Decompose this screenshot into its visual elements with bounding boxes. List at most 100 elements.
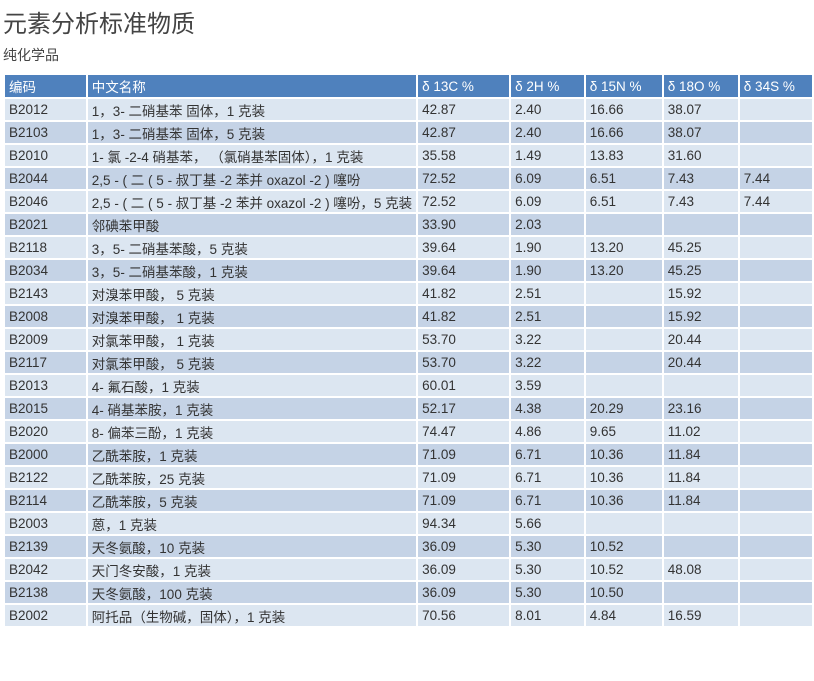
table-cell: 天冬氨酸，100 克装 [85,580,419,605]
table-cell [661,511,740,536]
standards-table: 编码 中文名称 δ 13C % δ 2H % δ 15N % δ 18O % δ 34S %… [3,73,814,628]
table-cell: 6.09 [509,166,586,191]
table-row: B2009 对氯苯甲酸， 1 克装 53.70 3.22 20.44 [3,327,814,352]
table-cell: 蒽，1 克装 [85,511,419,536]
table-cell: 39.64 [416,258,512,283]
table-cell: 39.64 [416,235,512,260]
table-row: B2122 乙酰苯胺，25 克装 71.09 6.71 10.36 11.84 [3,465,814,490]
table-cell: 72.52 [416,189,512,214]
table-header-row: 编码 中文名称 δ 13C % δ 2H % δ 15N % δ 18O % δ 34S % [3,73,814,99]
table-cell: 16.59 [661,603,740,628]
table-row: B2008 对溴苯甲酸， 1 克装 41.82 2.51 15.92 [3,304,814,329]
table-cell [737,373,814,398]
table-cell [737,350,814,375]
table-cell: 13.83 [583,143,664,168]
table-cell [583,350,664,375]
column-header: δ 15N % [583,73,664,99]
table-row: B2020 8- 偏苯三酚，1 克装 74.47 4.86 9.65 11.02 [3,419,814,444]
column-header: δ 13C % [416,73,512,99]
table-cell: B2000 [3,442,88,467]
table-cell: 对氯苯甲酸， 5 克装 [85,350,419,375]
table-cell: 13.20 [583,258,664,283]
table-cell: 乙酰苯胺，1 克装 [85,442,419,467]
table-cell: 7.44 [737,189,814,214]
table-cell: 乙酰苯胺，5 克装 [85,488,419,513]
table-cell: 4- 硝基苯胺，1 克装 [85,396,419,421]
table-cell: 33.90 [416,212,512,237]
table-cell: 乙酰苯胺，25 克装 [85,465,419,490]
table-cell [737,557,814,582]
table-cell [737,603,814,628]
table-row: B2015 4- 硝基苯胺，1 克装 52.17 4.38 20.29 23.16 [3,396,814,421]
table-cell: B2122 [3,465,88,490]
table-cell: 6.71 [509,465,586,490]
table-cell: 6.51 [583,189,664,214]
table-cell: 1- 氯 -2-4 硝基苯， （氯硝基苯固体），1 克装 [85,143,419,168]
table-cell: 5.30 [509,534,586,559]
table-cell: 35.58 [416,143,512,168]
table-cell: 13.20 [583,235,664,260]
table-cell [661,373,740,398]
table-cell: 3，5- 二硝基苯酸，1 克装 [85,258,419,283]
table-cell: B2012 [3,97,88,122]
table-cell: B2143 [3,281,88,306]
table-row: B2002 阿托品（生物碱，固体），1 克装 70.56 8.01 4.84 16.59 [3,603,814,628]
table-cell: 52.17 [416,396,512,421]
column-header: δ 18O % [661,73,740,99]
table-cell [661,534,740,559]
table-cell: 94.34 [416,511,512,536]
table-cell: B2013 [3,373,88,398]
table-row: B2021 邻碘苯甲酸 33.90 2.03 [3,212,814,237]
table-cell [737,143,814,168]
table-cell: B2015 [3,396,88,421]
table-cell: 5.66 [509,511,586,536]
table-cell [583,212,664,237]
column-header: δ 2H % [509,73,586,99]
table-cell: 10.50 [583,580,664,605]
table-cell: 38.07 [661,97,740,122]
table-cell: 6.51 [583,166,664,191]
table-cell [737,534,814,559]
table-row: B2118 3，5- 二硝基苯酸，5 克装 39.64 1.90 13.20 45.25 [3,235,814,260]
table-row: B2138 天冬氨酸，100 克装 36.09 5.30 10.50 [3,580,814,605]
table-cell: 23.16 [661,396,740,421]
table-cell: 4.38 [509,396,586,421]
table-cell: 10.36 [583,465,664,490]
table-cell [737,235,814,260]
table-cell: 10.36 [583,488,664,513]
table-cell: 2.03 [509,212,586,237]
table-cell: B2021 [3,212,88,237]
table-cell: B2139 [3,534,88,559]
table-cell: 6.71 [509,442,586,467]
table-cell: 8- 偏苯三酚，1 克装 [85,419,419,444]
table-cell [661,580,740,605]
table-cell [583,304,664,329]
table-cell: 16.66 [583,120,664,145]
table-cell: 6.09 [509,189,586,214]
table-cell: 71.09 [416,488,512,513]
table-cell: 45.25 [661,235,740,260]
table-cell: 对氯苯甲酸， 1 克装 [85,327,419,352]
table-cell: 72.52 [416,166,512,191]
table-cell: 4.86 [509,419,586,444]
table-cell: B2117 [3,350,88,375]
table-cell: 53.70 [416,350,512,375]
table-cell: 42.87 [416,120,512,145]
table-cell [737,327,814,352]
table-cell: 3.22 [509,350,586,375]
table-cell [583,511,664,536]
table-cell: 8.01 [509,603,586,628]
table-cell [661,212,740,237]
table-cell: 15.92 [661,304,740,329]
table-row: B2013 4- 氟石酸，1 克装 60.01 3.59 [3,373,814,398]
column-header: 编码 [3,73,88,99]
column-header: 中文名称 [85,73,419,99]
table-row: B2117 对氯苯甲酸， 5 克装 53.70 3.22 20.44 [3,350,814,375]
table-cell: B2034 [3,258,88,283]
table-cell [583,327,664,352]
table-cell: 5.30 [509,557,586,582]
table-cell [737,488,814,513]
table-cell: 36.09 [416,580,512,605]
table-cell: 60.01 [416,373,512,398]
table-cell [583,281,664,306]
